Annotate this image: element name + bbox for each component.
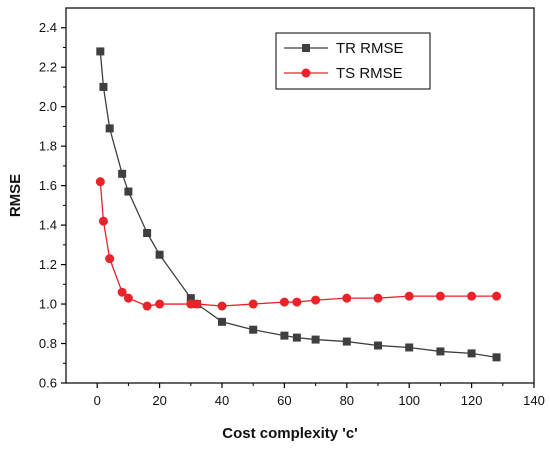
data-point-square	[155, 250, 164, 259]
y-tick-label: 2.0	[39, 99, 57, 114]
legend-label: TS RMSE	[336, 65, 403, 82]
data-point-circle	[248, 299, 258, 309]
data-point-circle	[95, 177, 105, 187]
data-point-square	[105, 124, 114, 133]
data-point-square	[492, 353, 501, 362]
x-axis-title: Cost complexity 'c'	[222, 425, 358, 442]
y-tick-label: 2.2	[39, 60, 57, 75]
data-point-square	[292, 333, 301, 342]
y-tick-label: 1.8	[39, 139, 57, 154]
data-point-circle	[342, 293, 352, 303]
data-point-circle	[155, 299, 165, 309]
data-point-square	[280, 331, 289, 340]
x-tick-label: 80	[340, 393, 354, 408]
data-point-square	[96, 47, 105, 56]
x-tick-label: 120	[461, 393, 483, 408]
legend: TR RMSE TS RMSE	[275, 32, 431, 90]
data-point-circle	[435, 291, 445, 301]
data-point-square	[186, 294, 195, 303]
y-tick-label: 1.4	[39, 218, 57, 233]
y-axis-title: RMSE	[7, 174, 24, 217]
y-tick-label: 1.2	[39, 257, 57, 272]
data-point-square	[405, 343, 414, 352]
data-point-circle	[373, 293, 383, 303]
series-line	[99, 181, 497, 307]
legend-marker-circle	[301, 68, 311, 78]
legend-label: TR RMSE	[336, 40, 404, 57]
data-point-square	[311, 335, 320, 344]
data-point-square	[143, 229, 152, 237]
y-axis-ticks: 0.6 0.8 1.0 1.2 1.4 1.6 1.8 2.0 2.2 2.4	[39, 20, 66, 391]
data-point-square	[218, 317, 226, 326]
data-point-circle	[98, 216, 108, 226]
y-tick-label: 0.6	[39, 376, 57, 391]
data-point-circle	[311, 295, 321, 305]
y-tick-label: 0.8	[39, 336, 57, 351]
data-point-square	[374, 341, 382, 350]
x-tick-label: 60	[277, 393, 291, 408]
plot-border	[65, 7, 535, 384]
x-tick-label: 40	[215, 393, 229, 408]
data-point-circle	[105, 254, 115, 264]
x-tick-label: 100	[398, 393, 420, 408]
data-point-circle	[467, 291, 477, 301]
data-point-circle	[117, 287, 127, 297]
legend-entry: TS RMSE	[284, 65, 403, 82]
data-point-square	[436, 347, 445, 356]
data-point-square	[118, 169, 127, 178]
data-point-square	[467, 349, 476, 358]
plot-frame	[65, 7, 535, 384]
series-tr-rmse	[96, 47, 501, 362]
data-point-circle	[123, 293, 133, 303]
data-point-square	[99, 82, 108, 91]
legend-marker-square	[302, 44, 310, 52]
x-tick-label: 140	[523, 393, 545, 408]
y-tick-label: 1.6	[39, 178, 57, 193]
data-point-circle	[404, 291, 414, 301]
data-point-circle	[292, 297, 302, 307]
data-point-square	[124, 187, 133, 196]
data-point-circle	[217, 301, 227, 311]
series-line	[99, 51, 497, 358]
y-tick-label: 1.0	[39, 297, 57, 312]
x-axis-ticks: 0 20 40 60 80 100 120 140	[94, 383, 545, 408]
data-point-circle	[492, 291, 502, 301]
data-point-square	[249, 325, 258, 334]
data-point-circle	[192, 299, 202, 309]
data-point-square	[342, 337, 351, 346]
data-point-circle	[142, 301, 152, 311]
data-point-circle	[186, 299, 196, 309]
data-point-circle	[279, 297, 289, 307]
series-layer	[95, 47, 502, 362]
y-tick-label: 2.4	[39, 20, 57, 35]
series-ts-rmse	[95, 177, 502, 311]
legend-box	[275, 32, 431, 90]
legend-entry: TR RMSE	[284, 40, 404, 57]
x-tick-label: 0	[94, 393, 101, 408]
x-tick-label: 20	[152, 393, 166, 408]
